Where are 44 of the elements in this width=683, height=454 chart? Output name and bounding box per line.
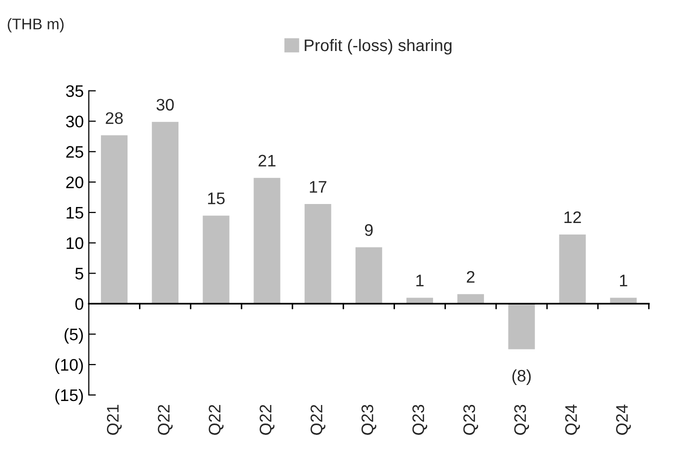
data-label: 30: [156, 98, 174, 111]
bar: [303, 202, 333, 304]
y-tick-label: 10: [66, 237, 84, 250]
data-label: 21: [258, 154, 276, 166]
y-tick-label: 25: [66, 146, 84, 158]
x-tick-label: Q23: [412, 404, 428, 435]
bar: [100, 134, 129, 304]
x-tick-label: Q23: [463, 404, 478, 435]
y-tick-label: (15): [55, 388, 83, 404]
data-label: 9: [364, 224, 373, 236]
data-label: (8): [512, 369, 531, 385]
y-tick-label: 35: [66, 85, 84, 98]
x-tick-label: Q24: [616, 404, 631, 435]
bar: [150, 120, 180, 304]
x-tick-label: Q23: [361, 404, 376, 435]
x-tick-label: Q21: [106, 404, 122, 435]
data-label: 2: [466, 270, 474, 283]
bar: [506, 303, 536, 351]
y-tick-label: 15: [66, 207, 84, 219]
data-label: 17: [310, 181, 326, 193]
bar: [354, 246, 384, 304]
y-tick-label: 0: [75, 298, 84, 310]
data-label: 15: [208, 192, 225, 204]
x-tick-label: Q22: [158, 404, 173, 435]
bar: [201, 214, 231, 304]
y-tick-label: 5: [75, 268, 84, 280]
x-tick-label: Q22: [260, 404, 274, 435]
x-tick-label: Q22: [310, 404, 326, 435]
bar: [252, 176, 282, 304]
bar: [558, 233, 588, 304]
y-tick-label: 20: [66, 176, 84, 188]
bar: [456, 292, 486, 304]
data-label: 1: [416, 274, 424, 286]
x-tick-label: Q24: [565, 404, 580, 435]
y-tick-label: 30: [66, 116, 84, 128]
legend-label: Profit (-loss) sharing: [304, 38, 452, 55]
data-label: 28: [106, 112, 123, 124]
y-tick-label: (5): [64, 328, 83, 344]
data-label: 12: [564, 211, 581, 224]
y-axis-title: (THB m): [8, 18, 64, 32]
x-tick-label: Q22: [208, 404, 224, 435]
x-tick-label: Q23: [514, 404, 530, 435]
data-label: 1: [620, 274, 628, 286]
y-tick-label: (10): [55, 358, 83, 374]
